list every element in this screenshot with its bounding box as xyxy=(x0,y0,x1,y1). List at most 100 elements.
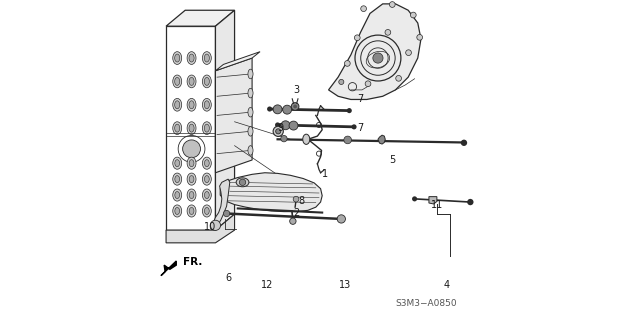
Circle shape xyxy=(290,218,296,224)
Polygon shape xyxy=(216,10,235,230)
Ellipse shape xyxy=(187,189,196,201)
Ellipse shape xyxy=(202,173,211,185)
Circle shape xyxy=(281,135,287,142)
Ellipse shape xyxy=(202,75,211,88)
Circle shape xyxy=(273,126,283,136)
Circle shape xyxy=(412,196,417,201)
Polygon shape xyxy=(161,261,176,276)
Ellipse shape xyxy=(173,52,182,64)
Ellipse shape xyxy=(173,173,182,185)
Ellipse shape xyxy=(202,205,211,217)
Circle shape xyxy=(354,35,360,41)
Ellipse shape xyxy=(303,134,310,144)
Ellipse shape xyxy=(189,124,194,132)
Ellipse shape xyxy=(248,69,253,79)
Text: 13: 13 xyxy=(339,280,352,290)
Text: 6: 6 xyxy=(225,273,231,283)
Text: 9: 9 xyxy=(278,123,284,133)
Ellipse shape xyxy=(173,205,182,217)
Ellipse shape xyxy=(189,207,194,214)
Circle shape xyxy=(345,60,350,66)
Circle shape xyxy=(292,103,299,110)
Polygon shape xyxy=(378,135,385,144)
Ellipse shape xyxy=(189,160,194,167)
Text: 11: 11 xyxy=(431,200,443,210)
Ellipse shape xyxy=(202,99,211,111)
Circle shape xyxy=(275,123,280,127)
Circle shape xyxy=(365,81,371,87)
Ellipse shape xyxy=(187,75,196,88)
Ellipse shape xyxy=(204,160,209,167)
Circle shape xyxy=(267,107,272,112)
Polygon shape xyxy=(214,179,230,225)
Ellipse shape xyxy=(204,124,209,132)
Circle shape xyxy=(352,124,357,129)
Polygon shape xyxy=(216,58,252,173)
Circle shape xyxy=(281,121,290,130)
Polygon shape xyxy=(166,214,235,243)
Ellipse shape xyxy=(236,178,249,187)
Polygon shape xyxy=(166,10,235,26)
Circle shape xyxy=(273,105,282,114)
Ellipse shape xyxy=(204,101,209,109)
Ellipse shape xyxy=(204,77,209,85)
Text: 7: 7 xyxy=(357,123,364,133)
Circle shape xyxy=(360,6,366,12)
Ellipse shape xyxy=(175,101,180,109)
Circle shape xyxy=(417,35,422,40)
Ellipse shape xyxy=(204,207,209,214)
Circle shape xyxy=(410,12,416,18)
Circle shape xyxy=(283,105,292,114)
Ellipse shape xyxy=(175,124,180,132)
Circle shape xyxy=(276,129,281,134)
Ellipse shape xyxy=(189,77,194,85)
Ellipse shape xyxy=(204,176,209,183)
Ellipse shape xyxy=(187,205,196,217)
Circle shape xyxy=(293,105,297,108)
Ellipse shape xyxy=(187,122,196,134)
Circle shape xyxy=(389,2,395,7)
Ellipse shape xyxy=(173,75,182,88)
Ellipse shape xyxy=(189,101,194,109)
Circle shape xyxy=(223,210,230,217)
Ellipse shape xyxy=(187,157,196,169)
Text: 7: 7 xyxy=(357,94,364,104)
Text: S3M3−A0850: S3M3−A0850 xyxy=(395,299,457,308)
Ellipse shape xyxy=(202,122,211,134)
Text: 2: 2 xyxy=(293,208,299,218)
Ellipse shape xyxy=(204,192,209,198)
Text: 10: 10 xyxy=(204,222,216,232)
Ellipse shape xyxy=(248,146,253,155)
Ellipse shape xyxy=(189,176,194,183)
Circle shape xyxy=(461,140,467,146)
Ellipse shape xyxy=(189,54,194,62)
Ellipse shape xyxy=(187,173,196,185)
Ellipse shape xyxy=(175,176,180,183)
Circle shape xyxy=(344,136,352,144)
Ellipse shape xyxy=(248,108,253,117)
Text: 1: 1 xyxy=(322,169,328,179)
Ellipse shape xyxy=(189,192,194,198)
Circle shape xyxy=(211,220,221,230)
Ellipse shape xyxy=(173,189,182,201)
Text: 3: 3 xyxy=(293,85,300,95)
Text: 12: 12 xyxy=(261,280,274,290)
Circle shape xyxy=(182,140,200,158)
Ellipse shape xyxy=(202,157,211,169)
Text: 5: 5 xyxy=(389,155,396,165)
Circle shape xyxy=(289,121,298,130)
Circle shape xyxy=(467,199,473,205)
Circle shape xyxy=(406,50,412,56)
Ellipse shape xyxy=(248,88,253,98)
Ellipse shape xyxy=(202,52,211,64)
Ellipse shape xyxy=(173,122,182,134)
Circle shape xyxy=(373,53,383,63)
Polygon shape xyxy=(216,52,260,71)
Circle shape xyxy=(396,76,401,81)
Ellipse shape xyxy=(173,157,182,169)
Circle shape xyxy=(337,215,345,223)
Ellipse shape xyxy=(173,99,182,111)
Circle shape xyxy=(346,108,352,113)
Circle shape xyxy=(239,179,246,186)
Polygon shape xyxy=(220,173,322,212)
